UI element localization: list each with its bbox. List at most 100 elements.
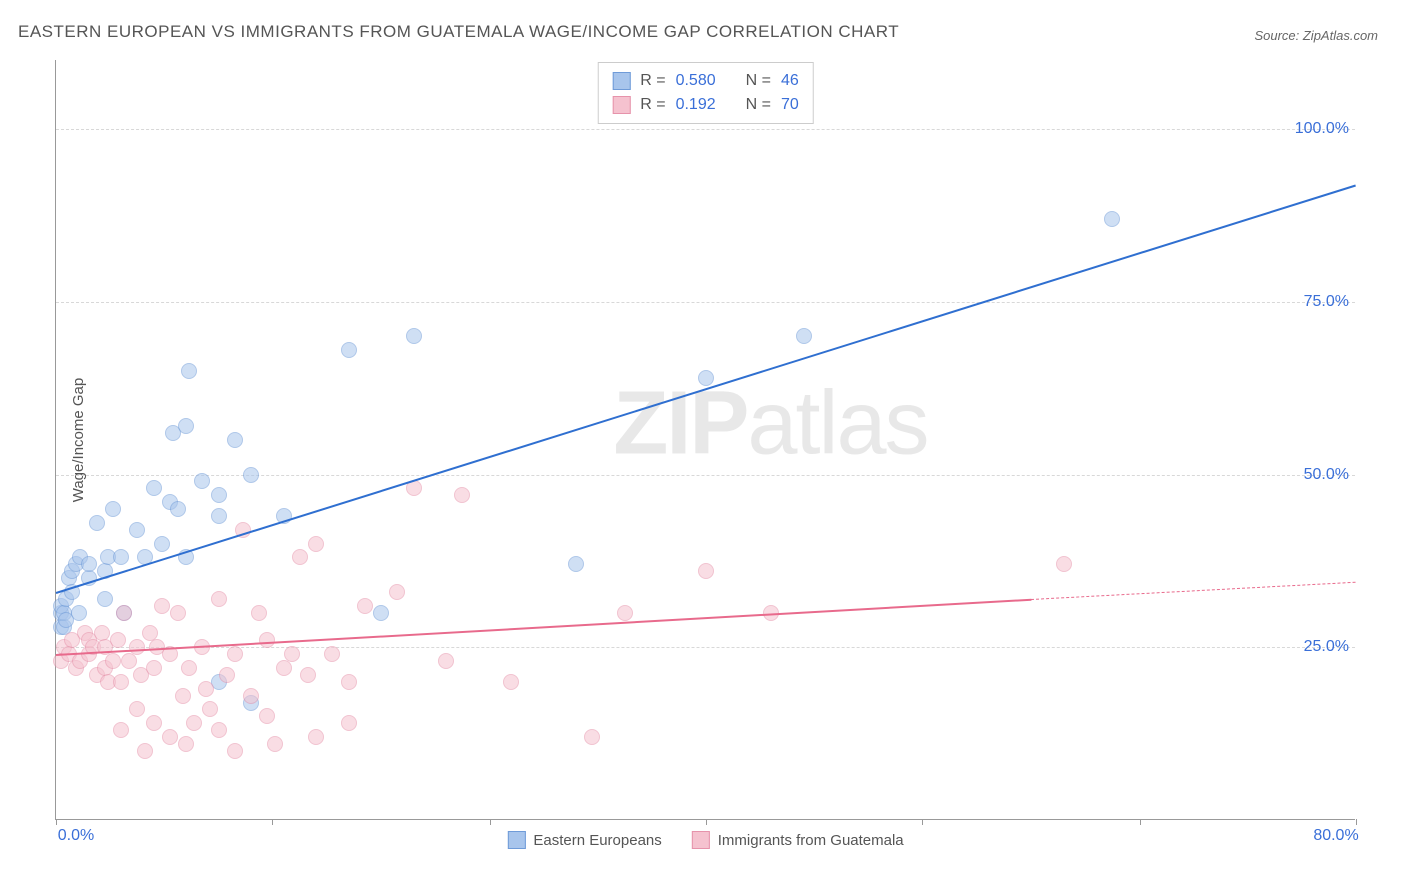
data-point bbox=[454, 487, 470, 503]
legend-r-value: 0.192 bbox=[676, 93, 716, 117]
gridline bbox=[56, 129, 1355, 130]
source-attribution: Source: ZipAtlas.com bbox=[1254, 28, 1378, 43]
series-legend: Eastern Europeans Immigrants from Guatema… bbox=[507, 831, 903, 849]
data-point bbox=[227, 646, 243, 662]
data-point bbox=[284, 646, 300, 662]
data-point bbox=[116, 605, 132, 621]
data-point bbox=[308, 536, 324, 552]
data-point bbox=[170, 605, 186, 621]
data-point bbox=[89, 515, 105, 531]
data-point bbox=[406, 328, 422, 344]
gridline bbox=[56, 302, 1355, 303]
legend-swatch bbox=[612, 96, 630, 114]
legend-item: Immigrants from Guatemala bbox=[692, 831, 904, 849]
legend-n-value: 70 bbox=[781, 93, 799, 117]
legend-r-value: 0.580 bbox=[676, 69, 716, 93]
legend-swatch bbox=[507, 831, 525, 849]
chart-plot-area: Wage/Income Gap ZIPatlas 25.0%50.0%75.0%… bbox=[55, 60, 1355, 820]
data-point bbox=[341, 342, 357, 358]
data-point bbox=[170, 501, 186, 517]
correlation-legend: R = 0.580 N = 46 R = 0.192 N = 70 bbox=[597, 62, 814, 124]
data-point bbox=[308, 729, 324, 745]
x-tick bbox=[1356, 819, 1357, 825]
x-tick bbox=[490, 819, 491, 825]
data-point bbox=[276, 660, 292, 676]
x-tick bbox=[706, 819, 707, 825]
data-point bbox=[211, 722, 227, 738]
x-tick bbox=[922, 819, 923, 825]
data-point bbox=[129, 639, 145, 655]
legend-label: Immigrants from Guatemala bbox=[718, 832, 904, 849]
data-point bbox=[154, 536, 170, 552]
data-point bbox=[81, 556, 97, 572]
data-point bbox=[503, 674, 519, 690]
data-point bbox=[568, 556, 584, 572]
x-tick-label: 80.0% bbox=[1313, 827, 1358, 845]
data-point bbox=[202, 701, 218, 717]
data-point bbox=[181, 363, 197, 379]
data-point bbox=[162, 729, 178, 745]
data-point bbox=[698, 563, 714, 579]
y-tick-label: 50.0% bbox=[1304, 466, 1349, 484]
data-point bbox=[198, 681, 214, 697]
gridline bbox=[56, 647, 1355, 648]
legend-swatch bbox=[692, 831, 710, 849]
data-point bbox=[357, 598, 373, 614]
data-point bbox=[186, 715, 202, 731]
chart-title: EASTERN EUROPEAN VS IMMIGRANTS FROM GUAT… bbox=[18, 22, 899, 42]
y-axis-label: Wage/Income Gap bbox=[70, 377, 87, 502]
legend-r-label: R = bbox=[640, 69, 665, 93]
data-point bbox=[211, 508, 227, 524]
data-point bbox=[227, 432, 243, 448]
data-point bbox=[113, 722, 129, 738]
legend-n-label: N = bbox=[746, 93, 771, 117]
data-point bbox=[105, 501, 121, 517]
data-point bbox=[292, 549, 308, 565]
data-point bbox=[698, 370, 714, 386]
data-point bbox=[243, 688, 259, 704]
legend-n-label: N = bbox=[746, 69, 771, 93]
data-point bbox=[584, 729, 600, 745]
data-point bbox=[227, 743, 243, 759]
data-point bbox=[341, 715, 357, 731]
data-point bbox=[105, 653, 121, 669]
data-point bbox=[97, 591, 113, 607]
legend-item: Eastern Europeans bbox=[507, 831, 661, 849]
data-point bbox=[251, 605, 267, 621]
legend-label: Eastern Europeans bbox=[533, 832, 661, 849]
data-point bbox=[1104, 211, 1120, 227]
data-point bbox=[146, 660, 162, 676]
data-point bbox=[219, 667, 235, 683]
data-point bbox=[300, 667, 316, 683]
data-point bbox=[178, 418, 194, 434]
data-point bbox=[137, 743, 153, 759]
y-tick-label: 75.0% bbox=[1304, 293, 1349, 311]
data-point bbox=[113, 674, 129, 690]
legend-n-value: 46 bbox=[781, 69, 799, 93]
x-tick bbox=[1140, 819, 1141, 825]
data-point bbox=[267, 736, 283, 752]
data-point bbox=[129, 522, 145, 538]
legend-row: R = 0.580 N = 46 bbox=[612, 69, 799, 93]
data-point bbox=[341, 674, 357, 690]
trend-line bbox=[56, 184, 1357, 594]
trend-line-extension bbox=[1031, 582, 1356, 600]
legend-swatch bbox=[612, 72, 630, 90]
data-point bbox=[259, 632, 275, 648]
data-point bbox=[243, 467, 259, 483]
data-point bbox=[389, 584, 405, 600]
data-point bbox=[211, 591, 227, 607]
x-tick bbox=[272, 819, 273, 825]
data-point bbox=[129, 701, 145, 717]
data-point bbox=[324, 646, 340, 662]
y-tick-label: 100.0% bbox=[1295, 120, 1349, 138]
x-tick bbox=[56, 819, 57, 825]
legend-row: R = 0.192 N = 70 bbox=[612, 93, 799, 117]
data-point bbox=[181, 660, 197, 676]
data-point bbox=[194, 473, 210, 489]
data-point bbox=[154, 598, 170, 614]
data-point bbox=[110, 632, 126, 648]
legend-r-label: R = bbox=[640, 93, 665, 117]
data-point bbox=[796, 328, 812, 344]
y-tick-label: 25.0% bbox=[1304, 638, 1349, 656]
